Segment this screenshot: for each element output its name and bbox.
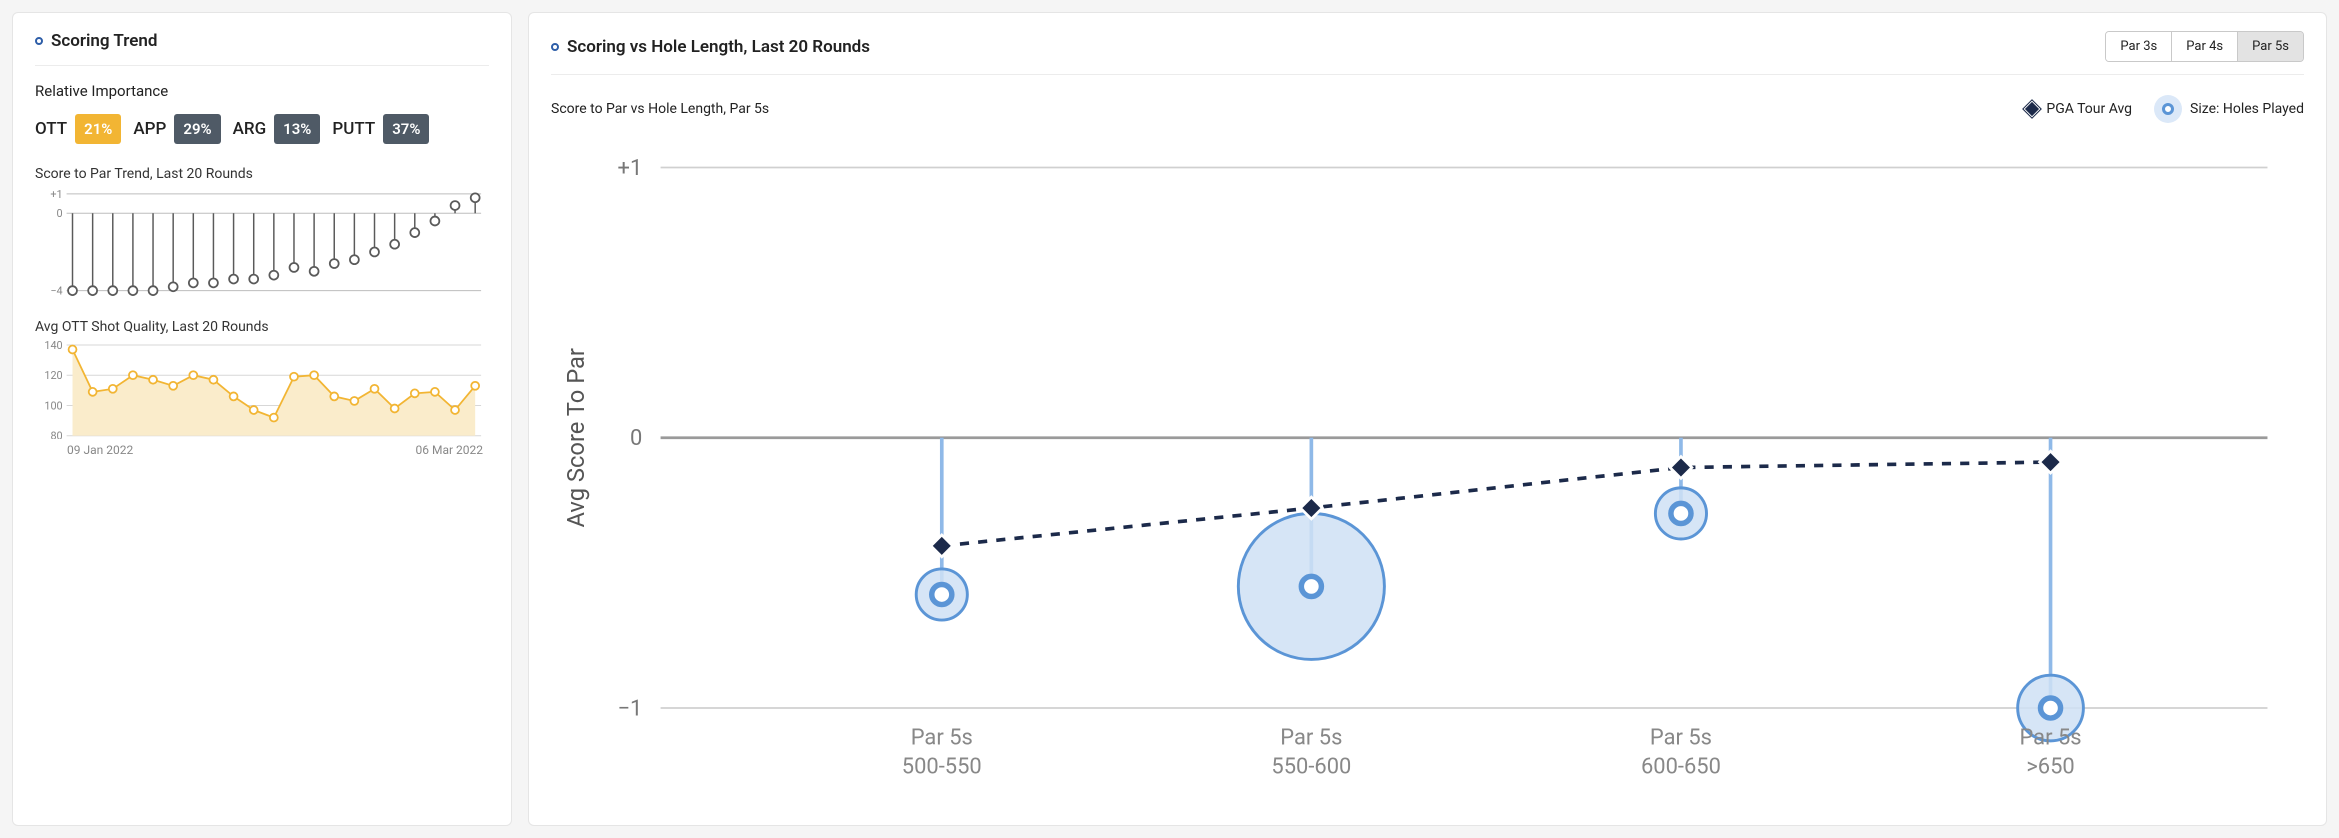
score-to-par-chart: +1 0 −4 [35, 188, 489, 297]
ott-chart-title: Avg OTT Shot Quality, Last 20 Rounds [35, 319, 489, 335]
importance-label: OTT [35, 119, 67, 139]
card-title: Scoring vs Hole Length, Last 20 Rounds [567, 37, 870, 57]
x-axis-dates: 09 Jan 2022 06 Mar 2022 [35, 439, 489, 457]
scoring-trend-card: Scoring Trend Relative Importance OTT 21%… [12, 12, 512, 826]
x-axis-end: 06 Mar 2022 [416, 443, 484, 457]
importance-item-putt: PUTT 37% [332, 114, 429, 144]
chart-subtitle: Score to Par vs Hole Length, Par 5s [551, 101, 769, 117]
svg-text:>650: >650 [2026, 755, 2074, 780]
diamond-icon [2024, 101, 2041, 118]
svg-text:500-550: 500-550 [902, 755, 982, 780]
svg-text:80: 80 [50, 429, 62, 439]
legend-pga-label: PGA Tour Avg [2046, 101, 2132, 117]
circle-icon [2154, 95, 2182, 123]
tab-par-4s[interactable]: Par 4s [2172, 32, 2238, 61]
importance-badge[interactable]: 29% [174, 114, 220, 144]
legend-pga: PGA Tour Avg [2026, 101, 2132, 117]
importance-item-arg: ARG 13% [233, 114, 321, 144]
importance-label: PUTT [332, 119, 375, 139]
svg-text:140: 140 [44, 341, 62, 352]
svg-text:Par 5s: Par 5s [1280, 726, 1342, 751]
legend-size: Size: Holes Played [2154, 95, 2304, 123]
score-vs-length-chart: Avg Score To Par +1 0 −1 Par 5s 500-550 Par 5s… [551, 131, 2304, 807]
svg-text:Par 5s: Par 5s [2019, 726, 2081, 751]
bullet-icon [35, 37, 43, 45]
svg-text:+1: +1 [50, 188, 62, 201]
svg-text:120: 120 [44, 369, 62, 382]
svg-text:−4: −4 [50, 285, 62, 297]
svg-text:+1: +1 [618, 156, 643, 181]
tab-par-3s[interactable]: Par 3s [2106, 32, 2172, 61]
svg-text:−1: −1 [617, 696, 642, 721]
card-header: Scoring vs Hole Length, Last 20 Rounds P… [551, 31, 2304, 75]
svg-text:Par 5s: Par 5s [911, 726, 973, 751]
svg-text:600-650: 600-650 [1641, 755, 1721, 780]
score-chart-title: Score to Par Trend, Last 20 Rounds [35, 166, 489, 182]
svg-text:550-600: 550-600 [1271, 755, 1351, 780]
importance-item-ott: OTT 21% [35, 114, 121, 144]
card-title: Scoring Trend [51, 31, 157, 51]
importance-badge[interactable]: 37% [383, 114, 429, 144]
card-header: Scoring Trend [35, 31, 489, 66]
svg-text:0: 0 [630, 426, 642, 451]
relative-importance-label: Relative Importance [35, 82, 489, 100]
importance-badge[interactable]: 21% [75, 114, 121, 144]
svg-text:100: 100 [44, 399, 62, 412]
par-tabs: Par 3sPar 4sPar 5s [2105, 31, 2304, 62]
importance-label: ARG [233, 119, 267, 139]
chart-subheader-row: Score to Par vs Hole Length, Par 5s PGA … [551, 95, 2304, 123]
tab-par-5s[interactable]: Par 5s [2238, 32, 2303, 61]
legend: PGA Tour Avg Size: Holes Played [2026, 95, 2304, 123]
svg-text:0: 0 [57, 207, 63, 220]
importance-label: APP [133, 119, 166, 139]
importance-row: OTT 21% APP 29% ARG 13% PUTT 37% [35, 114, 489, 144]
importance-item-app: APP 29% [133, 114, 220, 144]
x-axis-start: 09 Jan 2022 [67, 443, 133, 457]
legend-size-label: Size: Holes Played [2190, 101, 2304, 117]
ott-quality-chart: 140 120 100 80 [35, 341, 489, 440]
bullet-icon [551, 43, 559, 51]
svg-text:Par 5s: Par 5s [1650, 726, 1712, 751]
svg-text:Avg Score To Par: Avg Score To Par [562, 348, 590, 527]
importance-badge[interactable]: 13% [274, 114, 320, 144]
scoring-vs-length-card: Scoring vs Hole Length, Last 20 Rounds P… [528, 12, 2327, 826]
